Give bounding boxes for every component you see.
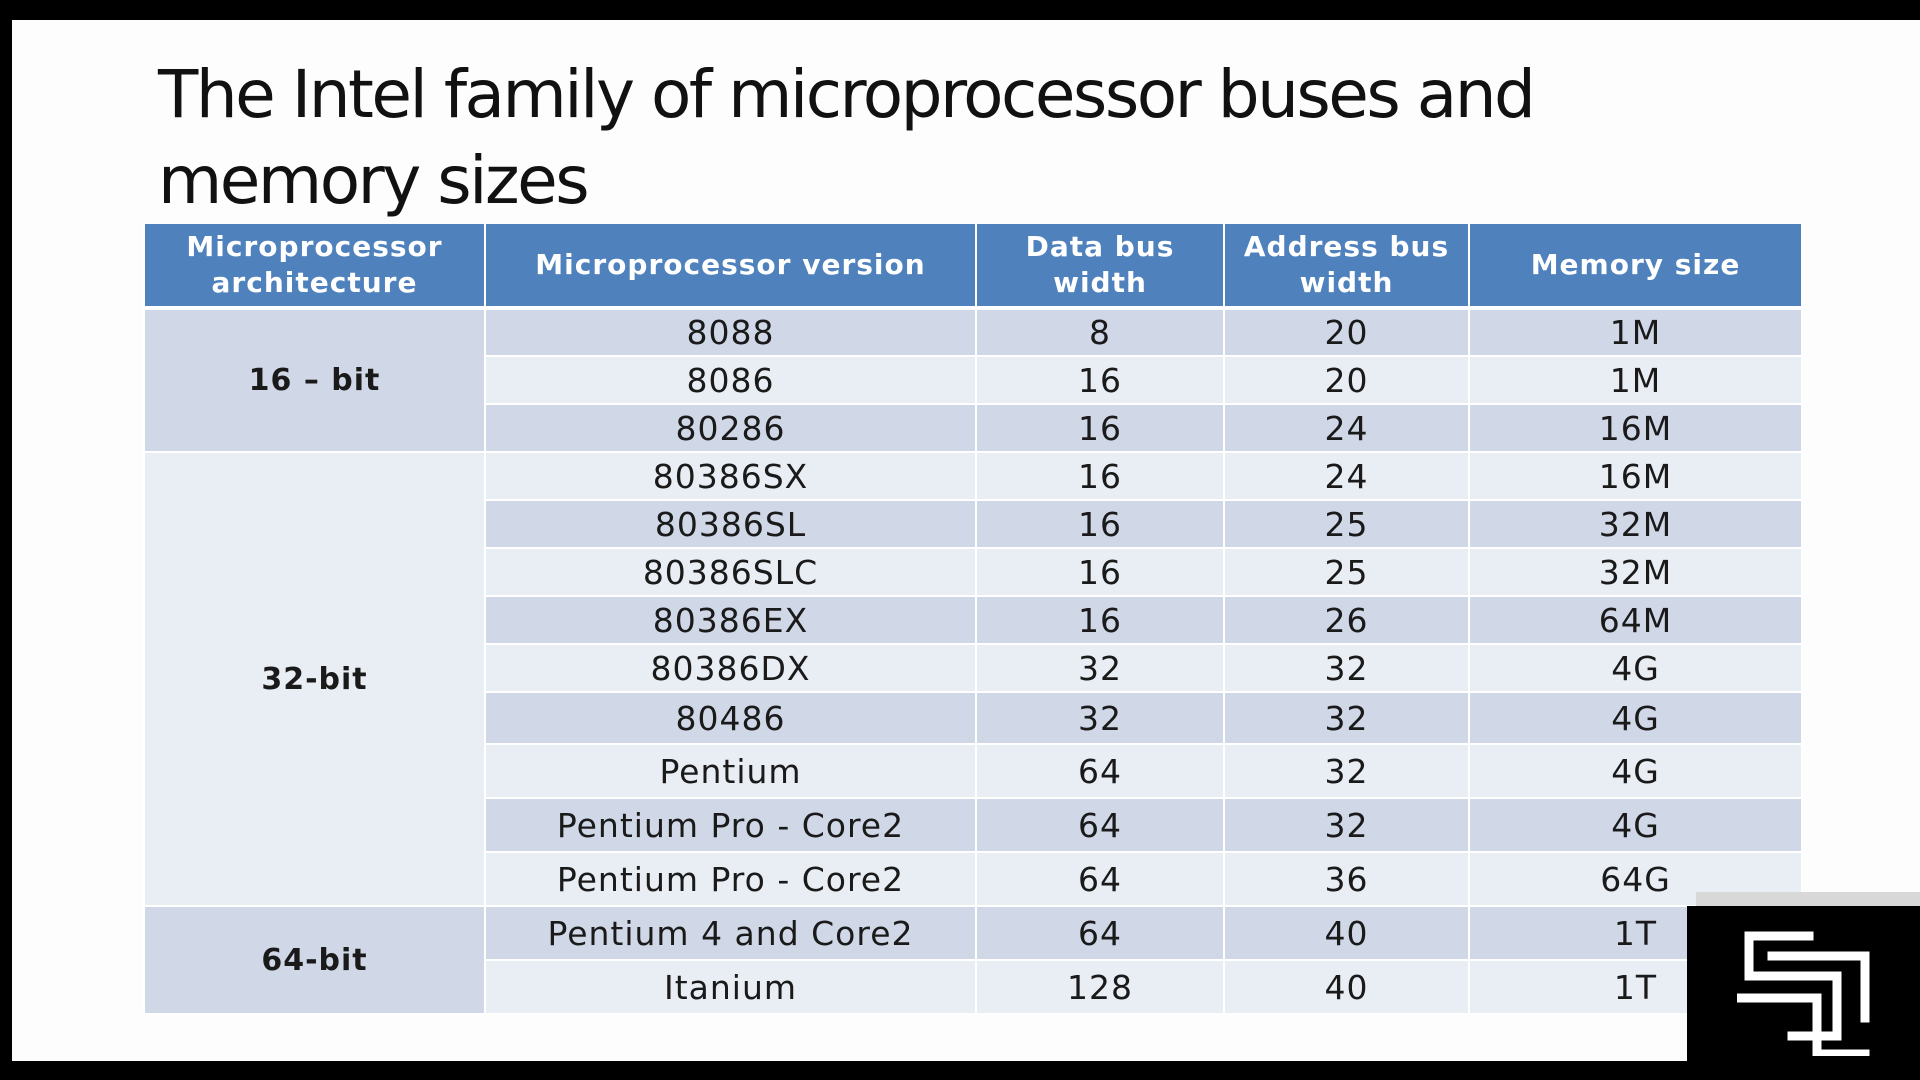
data-bus-cell: 16 [975, 452, 1225, 501]
data-bus-cell: 64 [975, 744, 1225, 799]
channel-logo-icon [1737, 931, 1870, 1056]
memory-size-cell: 1M [1468, 308, 1803, 357]
table-row: 80286 16 24 16M [144, 404, 1803, 453]
data-bus-cell: 32 [975, 644, 1225, 693]
header-architecture: Microprocessor architecture [143, 224, 486, 310]
version-cell: Pentium Pro - Core2 [484, 798, 977, 853]
address-bus-cell: 40 [1223, 960, 1470, 1015]
table-row: 8086 16 20 1M [144, 356, 1803, 405]
table-row: Pentium Pro - Core2 64 32 4G [144, 798, 1803, 853]
memory-size-cell: 4G [1468, 744, 1803, 799]
table-row: 64-bit Pentium 4 and Core2 64 40 1T [143, 906, 1803, 1015]
address-bus-cell: 36 [1223, 852, 1470, 907]
data-bus-cell: 16 [975, 500, 1225, 549]
data-bus-cell: 64 [975, 798, 1225, 853]
header-data-bus: Data bus width [975, 224, 1225, 310]
memory-size-cell: 4G [1468, 644, 1803, 693]
slide-title: The Intel family of microprocessor buses… [158, 56, 1536, 219]
version-cell: 8086 [484, 356, 977, 405]
address-bus-cell: 40 [1223, 906, 1470, 961]
data-bus-cell: 16 [975, 404, 1225, 453]
table-row: 16 – bit 8088 8 20 1M [143, 308, 1803, 453]
address-bus-cell: 24 [1223, 404, 1470, 453]
address-bus-cell: 20 [1223, 356, 1470, 405]
version-cell: 80386SX [484, 452, 977, 501]
memory-size-cell: 16M [1468, 404, 1803, 453]
header-address-bus: Address bus width [1223, 224, 1470, 310]
table-row: 80386SLC 16 25 32M [144, 548, 1803, 597]
table-row: 80486 32 32 4G [144, 692, 1803, 745]
version-cell: 80386SLC [484, 548, 977, 597]
version-cell: 80286 [484, 404, 977, 453]
header-version: Microprocessor version [484, 224, 977, 310]
data-bus-cell: 8 [975, 308, 1225, 357]
table-header-row: Microprocessor architecture Microprocess… [143, 224, 1803, 310]
address-bus-cell: 25 [1223, 500, 1470, 549]
memory-size-cell: 32M [1468, 500, 1803, 549]
table-row: 80386SL 16 25 32M [144, 500, 1803, 549]
version-cell: Itanium [484, 960, 977, 1015]
address-bus-cell: 25 [1223, 548, 1470, 597]
version-cell: Pentium 4 and Core2 [484, 906, 977, 961]
table-row: Pentium Pro - Core2 64 36 64G [144, 852, 1803, 907]
memory-size-cell: 1M [1468, 356, 1803, 405]
memory-size-cell: 4G [1468, 798, 1803, 853]
data-bus-cell: 128 [975, 960, 1225, 1015]
version-cell: 80386DX [484, 644, 977, 693]
processor-bus-table: Microprocessor architecture Microprocess… [143, 224, 1803, 1015]
version-cell: Pentium [484, 744, 977, 799]
address-bus-cell: 24 [1223, 452, 1470, 501]
address-bus-cell: 32 [1223, 744, 1470, 799]
data-bus-cell: 16 [975, 548, 1225, 597]
version-cell: 80486 [484, 692, 977, 745]
architecture-cell-16bit: 16 – bit [143, 308, 486, 453]
memory-size-cell: 64M [1468, 596, 1803, 645]
version-cell: 80386EX [484, 596, 977, 645]
architecture-cell-32bit: 32-bit [143, 452, 486, 907]
memory-size-cell: 4G [1468, 692, 1803, 745]
address-bus-cell: 32 [1223, 692, 1470, 745]
header-memory-size: Memory size [1468, 224, 1803, 310]
table-row: 80386DX 32 32 4G [144, 644, 1803, 693]
data-bus-cell: 16 [975, 596, 1225, 645]
table-row: 32-bit 80386SX 16 24 16M [143, 452, 1803, 907]
address-bus-cell: 20 [1223, 308, 1470, 357]
data-bus-cell: 32 [975, 692, 1225, 745]
version-cell: Pentium Pro - Core2 [484, 852, 977, 907]
address-bus-cell: 32 [1223, 798, 1470, 853]
version-cell: 8088 [484, 308, 977, 357]
address-bus-cell: 26 [1223, 596, 1470, 645]
data-bus-cell: 64 [975, 906, 1225, 961]
data-bus-cell: 16 [975, 356, 1225, 405]
channel-logo [1687, 906, 1920, 1061]
overlay-edge [1696, 892, 1920, 906]
table-row: Pentium 64 32 4G [144, 744, 1803, 799]
address-bus-cell: 32 [1223, 644, 1470, 693]
memory-size-cell: 32M [1468, 548, 1803, 597]
presentation-slide: The Intel family of microprocessor buses… [12, 20, 1920, 1061]
table-row: 80386EX 16 26 64M [144, 596, 1803, 645]
data-bus-cell: 64 [975, 852, 1225, 907]
memory-size-cell: 16M [1468, 452, 1803, 501]
version-cell: 80386SL [484, 500, 977, 549]
architecture-cell-64bit: 64-bit [143, 906, 486, 1015]
